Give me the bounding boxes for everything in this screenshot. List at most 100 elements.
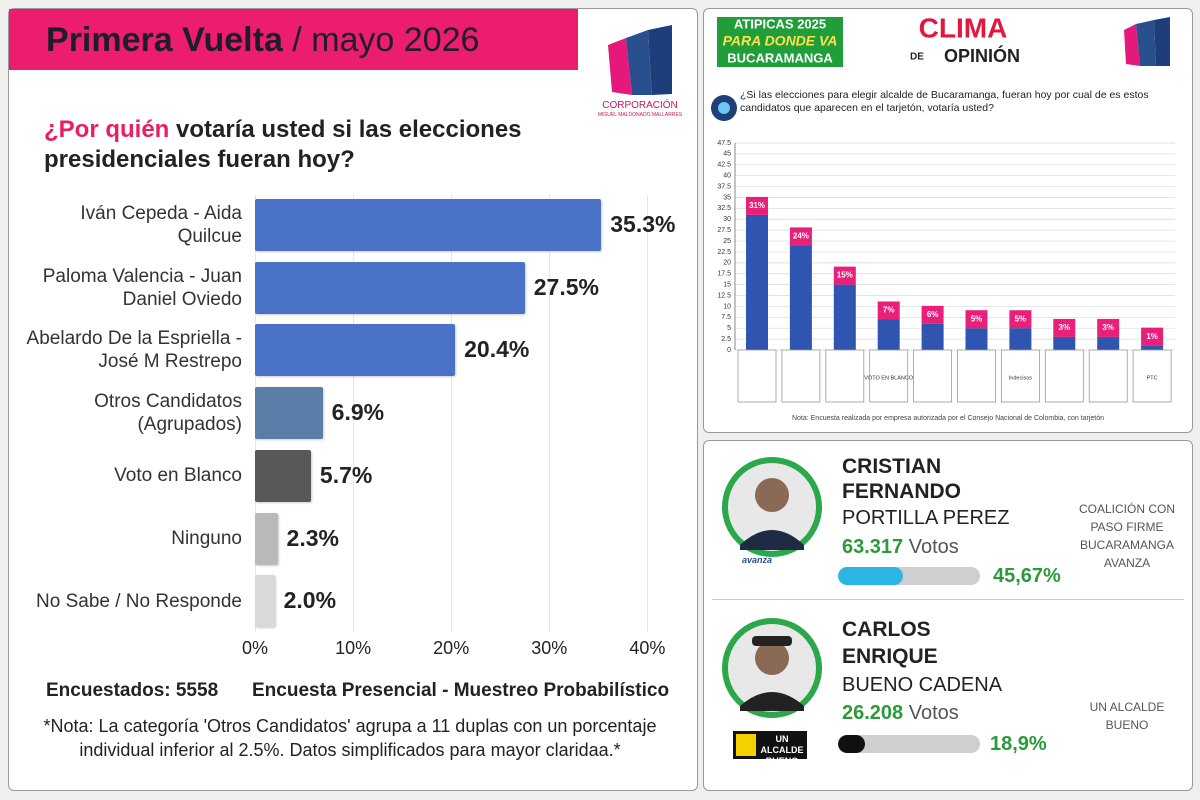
photo-body — [740, 530, 804, 550]
bar — [921, 323, 944, 350]
value-label-box — [1009, 310, 1032, 329]
photo-head — [755, 641, 789, 675]
candidate-box — [737, 349, 777, 403]
surname: BUENO CADENA — [842, 674, 1003, 696]
value-label-box — [1053, 318, 1076, 337]
value-label: 5.7% — [319, 461, 373, 488]
value-label: 3% — [1059, 323, 1071, 332]
y-tick-label: 40 — [723, 173, 731, 180]
bar — [255, 261, 525, 314]
votes-unit: Votos — [908, 702, 959, 724]
method: Encuesta Presencial - Muestreo Probabilí… — [252, 680, 670, 701]
y-tick-label: 0 — [727, 347, 731, 354]
value-label-box — [965, 310, 988, 329]
x-tick-label: 40% — [629, 638, 666, 658]
bar — [877, 319, 900, 350]
y-tick-label: 5 — [727, 325, 731, 332]
bar — [255, 575, 275, 628]
value-label-box — [877, 301, 900, 320]
value-label-box — [1141, 327, 1164, 346]
event-title: ATIPICAS 2025 — [734, 16, 826, 31]
event-tagline: PARA DONDE VA — [723, 33, 838, 49]
bar — [1097, 336, 1120, 350]
respondents: Encuestados: 5558 — [46, 680, 219, 701]
category-label: Paloma Valencia - Juan Daniel Oviedo — [42, 265, 242, 310]
value-label-box — [746, 196, 768, 215]
y-tick-label: 35 — [723, 194, 731, 201]
x-tick-label: 0% — [241, 638, 268, 658]
question-icon-core — [718, 102, 730, 114]
y-tick-label: 27.5 — [717, 227, 731, 234]
candidate-box — [1001, 349, 1040, 403]
category-label: Voto en Blanco — [114, 465, 242, 487]
x-tick-label: 30% — [531, 638, 568, 658]
share-track — [838, 567, 980, 585]
party: COALICIÓN CON PASO FIRME BUCARAMANGA AVA… — [1078, 502, 1175, 570]
value-label: 7% — [883, 306, 895, 315]
y-tick-label: 37.5 — [717, 183, 731, 190]
y-tick-label: 47.5 — [717, 140, 731, 147]
candidate-box — [1088, 349, 1128, 403]
x-tick-label: 10% — [335, 638, 372, 658]
photo-head — [755, 478, 789, 512]
y-tick-label: 15 — [723, 281, 731, 288]
candidate-label: VOTO EN BLANCO — [864, 375, 914, 381]
candidate-label: PTC — [1147, 375, 1158, 381]
value-label: 5% — [1015, 314, 1027, 323]
candidate-box — [913, 349, 952, 403]
value-label: 6% — [927, 310, 939, 319]
question: ¿Por quién votaría usted si las eleccion… — [44, 115, 584, 175]
header-subtitle: / mayo 2026 — [292, 21, 480, 59]
value-label: 3% — [1102, 323, 1114, 332]
y-tick-label: 45 — [723, 151, 731, 158]
grid-line — [451, 195, 453, 632]
y-tick-label: 42.5 — [717, 162, 731, 169]
y-tick-label: 25 — [723, 238, 731, 245]
category-label: Abelardo De la Espriella - José M Restre… — [26, 328, 242, 373]
category-label: Ninguno — [171, 528, 242, 549]
value-label: 6.9% — [331, 399, 385, 426]
y-tick-label: 12.5 — [717, 292, 731, 299]
candidate-box — [825, 349, 865, 403]
y-tick-label: 10 — [723, 303, 731, 310]
value-label: 20.4% — [464, 336, 530, 363]
value-label: 27.5% — [533, 273, 599, 300]
x-tick-label: 20% — [433, 638, 470, 658]
candidate-box — [957, 349, 996, 403]
candidate-box — [781, 349, 821, 403]
divider — [712, 599, 1184, 600]
value-label: 15% — [837, 271, 853, 280]
grid-line — [353, 195, 355, 632]
left-panel — [8, 8, 698, 791]
share-label: 18,9% — [990, 733, 1047, 755]
value-label-box — [1097, 318, 1120, 337]
question-highlight: ¿Por quién — [44, 116, 170, 143]
votes-unit: Votos — [908, 536, 959, 558]
category-label: Iván Cepeda - Aida Quilcue — [80, 203, 242, 247]
party: UN ALCALDE BUENO — [1089, 700, 1165, 732]
share-fill — [838, 567, 903, 585]
votes: 26.208 — [842, 702, 904, 724]
value-label-box — [789, 227, 812, 246]
grid-line — [647, 195, 649, 632]
party-logo: avanza — [742, 555, 773, 565]
candidate-label: Indecisos — [1009, 375, 1032, 381]
bar — [746, 214, 768, 350]
candidate-box — [1044, 349, 1084, 403]
y-tick-label: 7.5 — [721, 314, 731, 321]
left-chart: 0% 10% 20% 30% 40% Iván Cepeda - Aida Quilcue… — [26, 195, 676, 658]
first-name: CARLOS — [842, 618, 931, 641]
brand-de: DE — [910, 52, 924, 63]
value-label: 2.3% — [286, 524, 339, 551]
category-label: No Sabe / No Responde — [36, 590, 242, 612]
logo-text: CORPORACIÓN — [602, 100, 678, 111]
grid-line — [549, 195, 551, 632]
logo — [608, 17, 1170, 95]
event-city: BUCARAMANGA — [727, 50, 833, 65]
value-label: 24% — [793, 232, 809, 241]
y-tick-label: 22.5 — [717, 249, 731, 256]
share-fill — [838, 735, 865, 753]
y-tick-label: 20 — [723, 260, 731, 267]
value-label: 35.3% — [610, 211, 676, 237]
